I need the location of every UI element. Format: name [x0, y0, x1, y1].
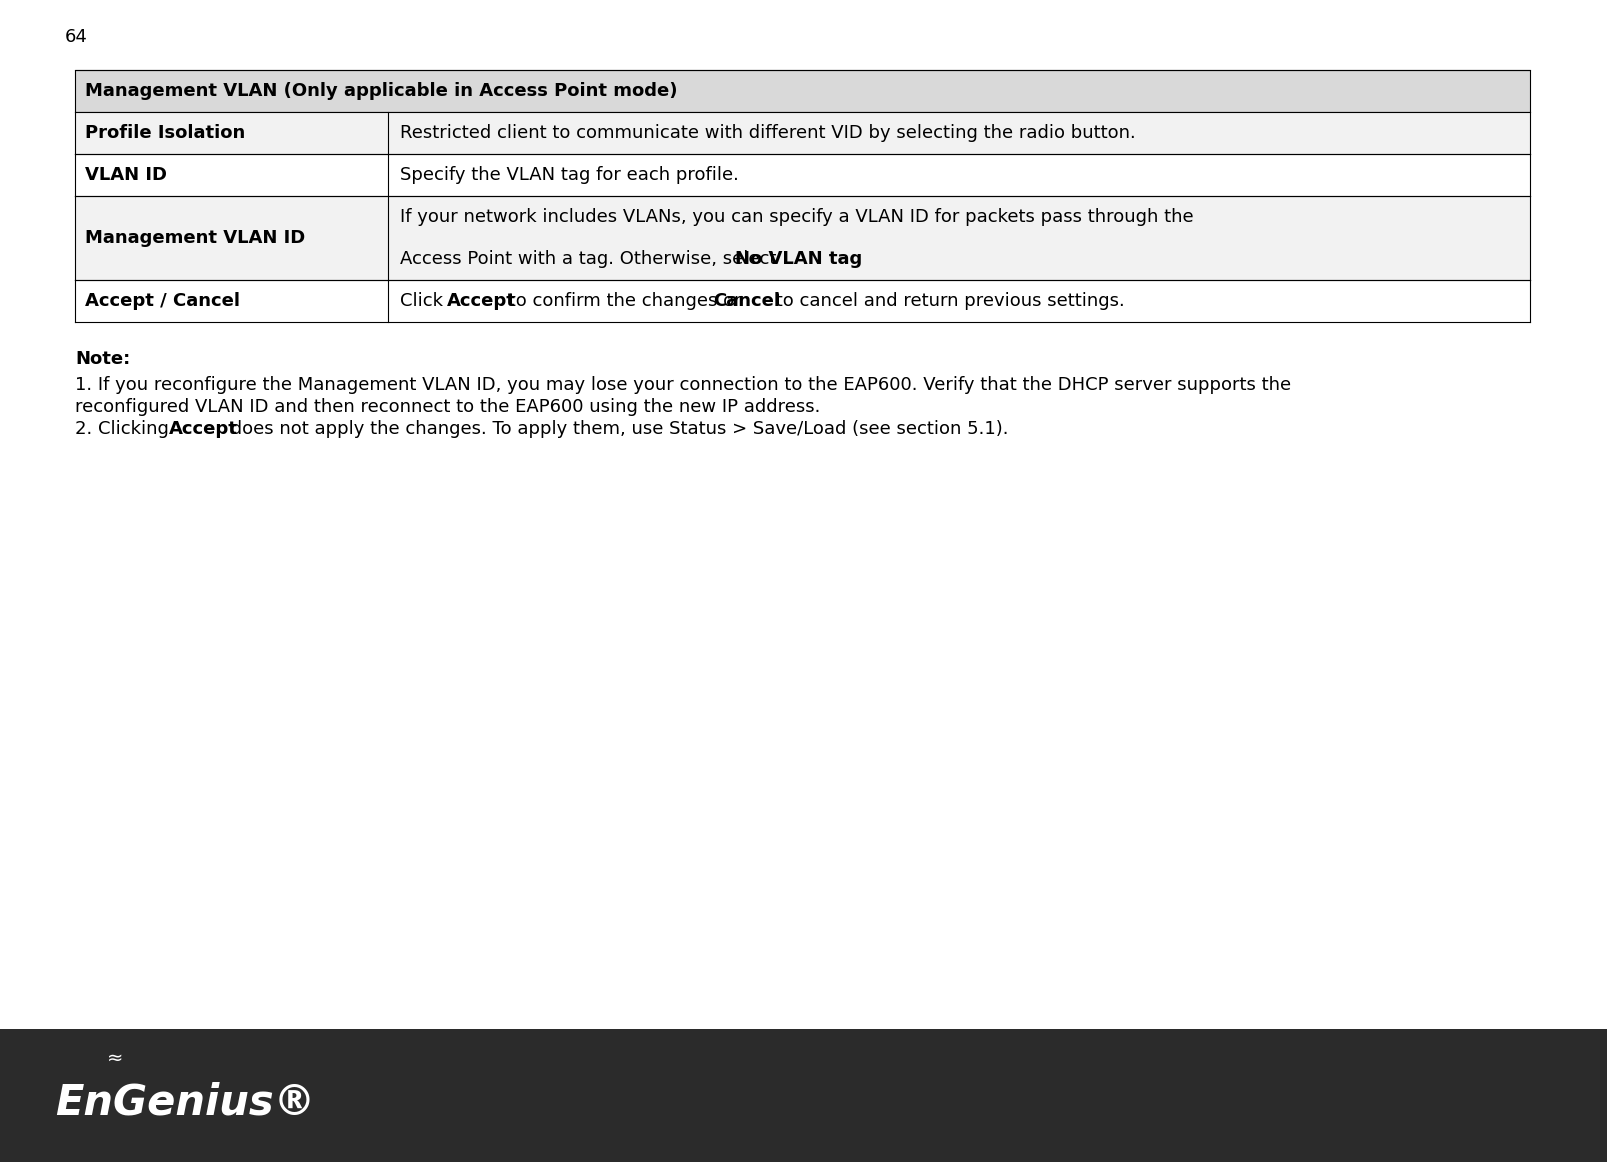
Text: 2. Clicking: 2. Clicking: [76, 419, 175, 438]
Text: Cancel: Cancel: [714, 292, 781, 310]
Text: .: .: [839, 250, 844, 268]
Text: Accept: Accept: [447, 292, 516, 310]
Text: EnGenius®: EnGenius®: [55, 1081, 315, 1124]
Text: reconfigured VLAN ID and then reconnect to the EAP600 using the new IP address.: reconfigured VLAN ID and then reconnect …: [76, 399, 821, 416]
Bar: [76, 70, 1530, 112]
Text: No VLAN tag: No VLAN tag: [736, 250, 863, 268]
Text: ≈: ≈: [106, 1049, 124, 1068]
Bar: [76, 280, 1530, 322]
Bar: [76, 155, 1530, 196]
Text: Click: Click: [400, 292, 448, 310]
Text: does not apply the changes. To apply them, use Status > Save/Load (see section 5: does not apply the changes. To apply the…: [225, 419, 1008, 438]
Text: Profile Isolation: Profile Isolation: [85, 124, 246, 142]
Text: 1. If you reconfigure the Management VLAN ID, you may lose your connection to th: 1. If you reconfigure the Management VLA…: [76, 376, 1290, 394]
Text: Restricted client to communicate with different VID by selecting the radio butto: Restricted client to communicate with di…: [400, 124, 1136, 142]
Text: Management VLAN (Only applicable in Access Point mode): Management VLAN (Only applicable in Acce…: [85, 83, 678, 100]
Text: Specify the VLAN tag for each profile.: Specify the VLAN tag for each profile.: [400, 166, 739, 184]
Text: Note:: Note:: [76, 350, 130, 368]
Text: Access Point with a tag. Otherwise, select: Access Point with a tag. Otherwise, sele…: [400, 250, 783, 268]
Bar: [76, 196, 1530, 280]
Text: to cancel and return previous settings.: to cancel and return previous settings.: [770, 292, 1125, 310]
Text: Management VLAN ID: Management VLAN ID: [85, 229, 305, 248]
Text: Accept: Accept: [169, 419, 238, 438]
Text: 64: 64: [64, 28, 88, 46]
Text: to confirm the changes or: to confirm the changes or: [503, 292, 747, 310]
Bar: [76, 112, 1530, 155]
Text: VLAN ID: VLAN ID: [85, 166, 167, 184]
Text: Accept / Cancel: Accept / Cancel: [85, 292, 239, 310]
Text: If your network includes VLANs, you can specify a VLAN ID for packets pass throu: If your network includes VLANs, you can …: [400, 208, 1194, 225]
Bar: [0, 1030, 1607, 1162]
